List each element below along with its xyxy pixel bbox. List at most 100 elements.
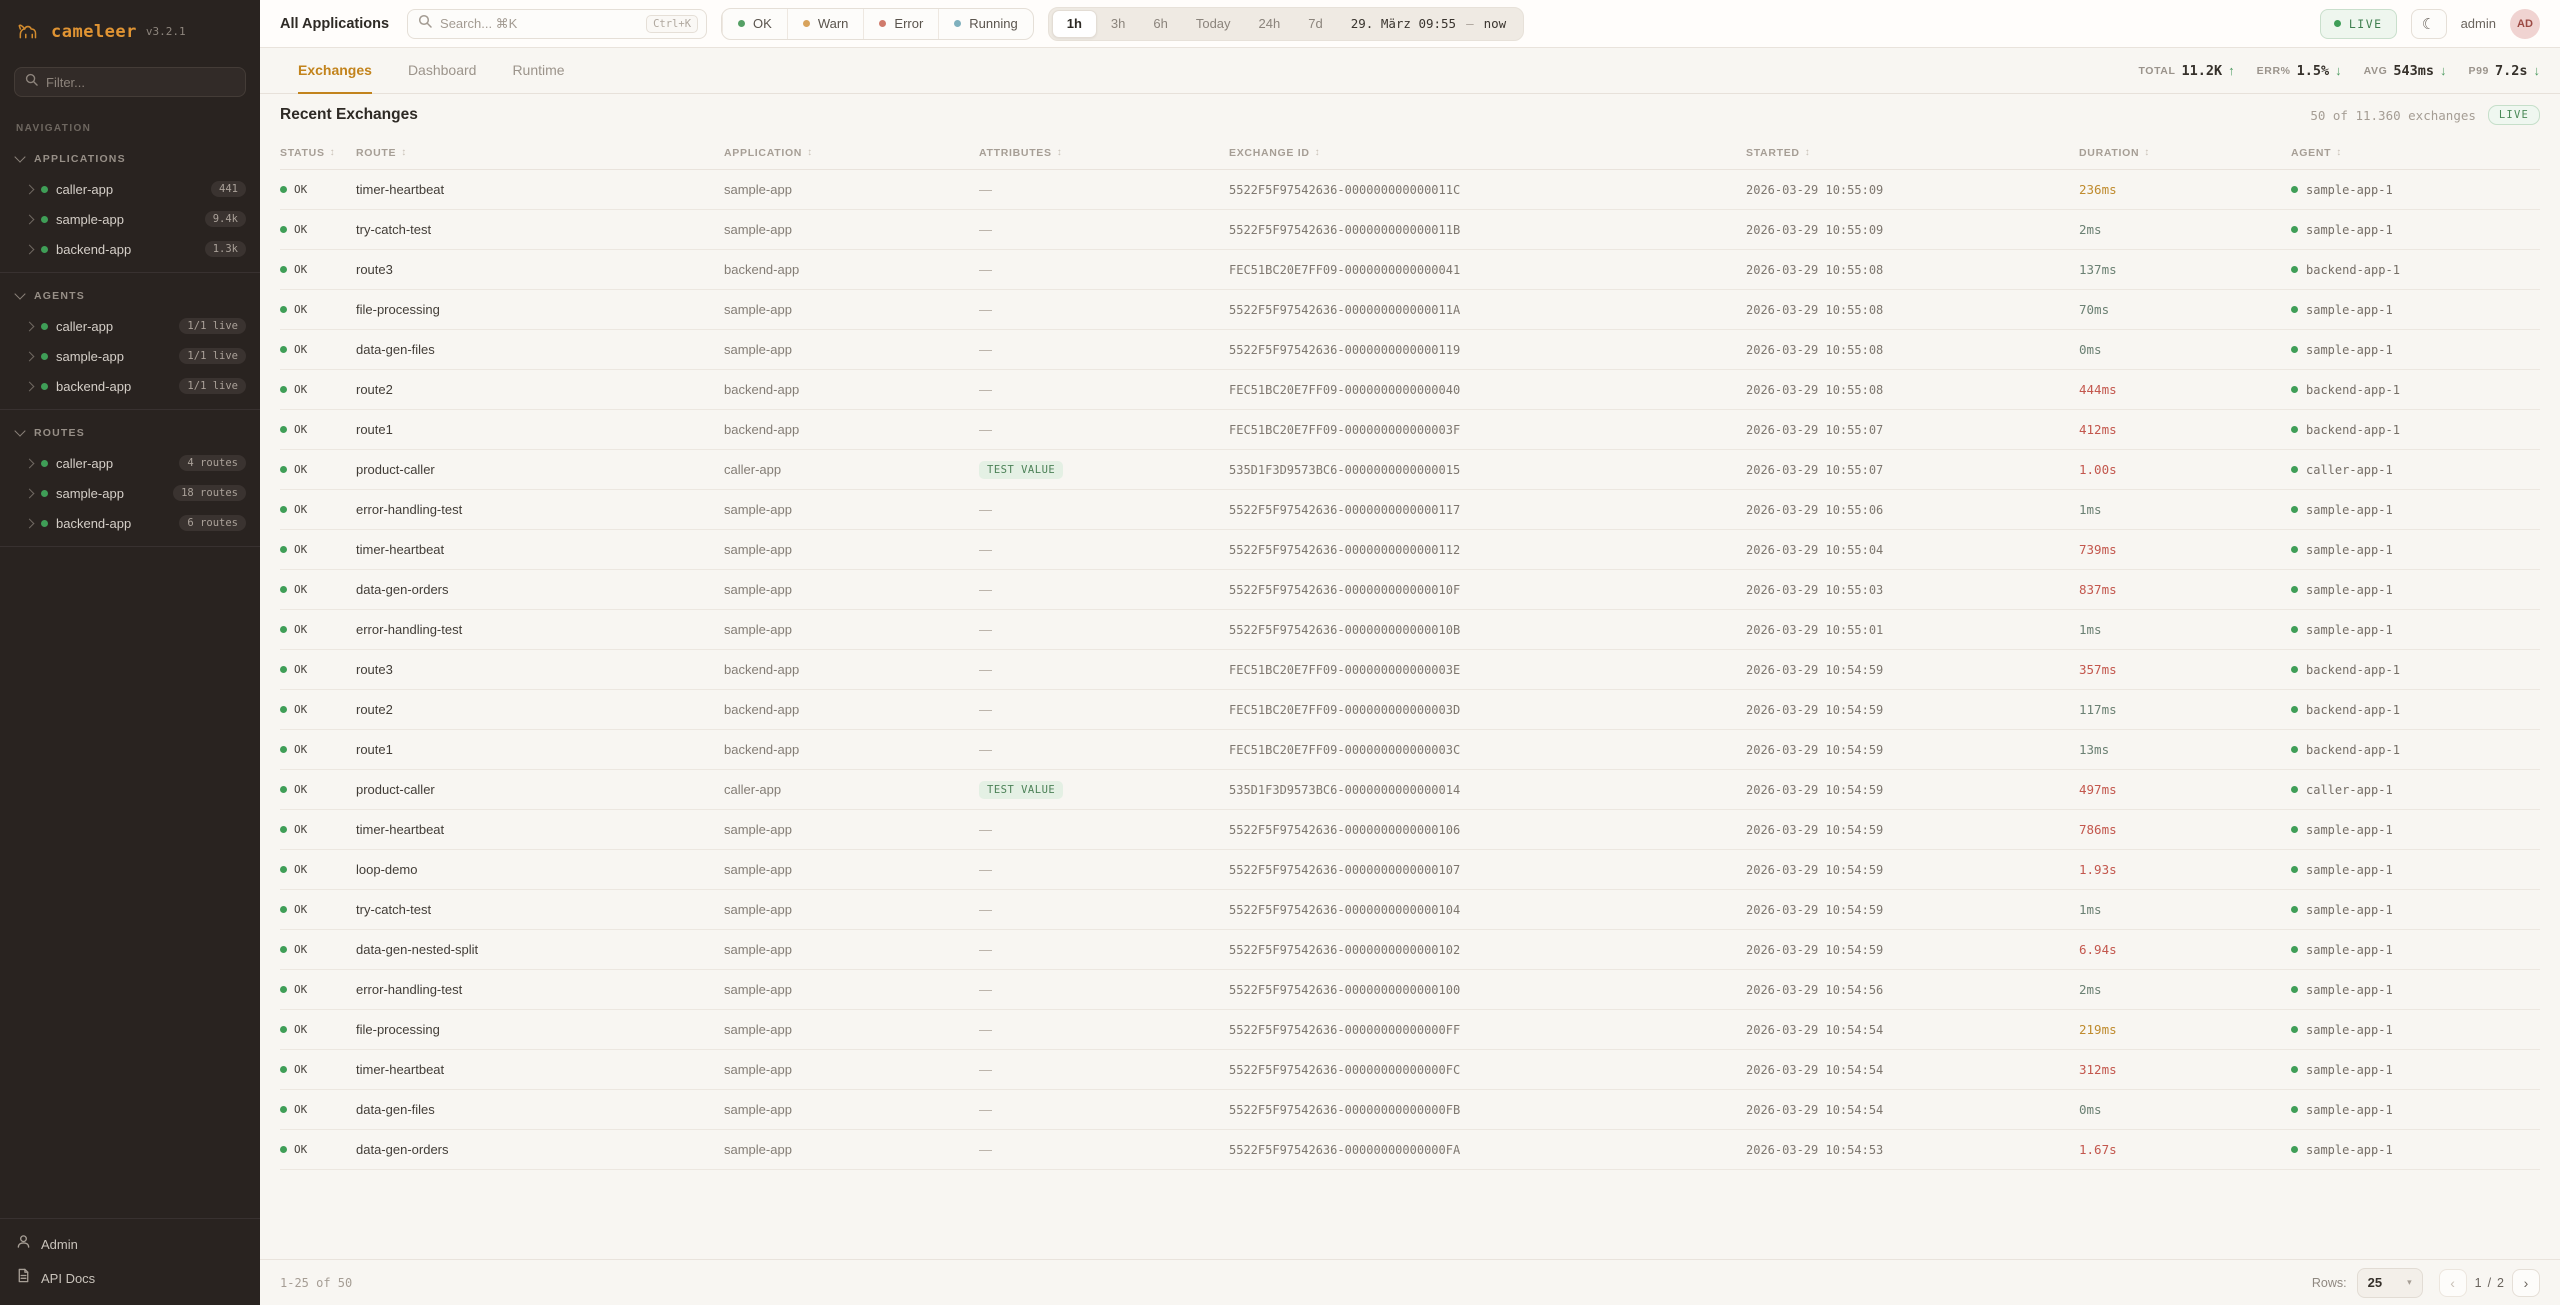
range-button[interactable]: 24h (1258, 16, 1281, 31)
status-filter-button[interactable]: Running (938, 8, 1032, 39)
prev-page-button[interactable]: ‹ (2438, 1268, 2467, 1297)
section-routes: ROUTES caller-app 4 routes sample-app (0, 414, 260, 547)
table-row[interactable]: OK route2 backend-app — FEC51BC20E7FF09-… (280, 690, 2540, 730)
next-page-button[interactable]: › (2512, 1268, 2540, 1297)
column-header[interactable]: AGENT ↕ (2291, 147, 2540, 159)
sidebar-filter[interactable] (14, 67, 246, 97)
range-button[interactable]: 1h (1051, 9, 1097, 38)
table-row[interactable]: OK data-gen-files sample-app — 5522F5F97… (280, 1090, 2540, 1130)
column-header[interactable]: DURATION ↕ (2079, 147, 2291, 159)
app-version: v3.2.1 (145, 25, 186, 38)
tab[interactable]: Exchanges (298, 48, 372, 94)
range-button[interactable]: 3h (1110, 16, 1126, 31)
status-text: OK (294, 343, 308, 356)
table-row[interactable]: OK timer-heartbeat sample-app — 5522F5F9… (280, 530, 2540, 570)
live-badge: 1/1 live (179, 378, 246, 394)
sort-icon: ↕ (2144, 147, 2150, 158)
table-row[interactable]: OK timer-heartbeat sample-app — 5522F5F9… (280, 170, 2540, 210)
status-filter-label: OK (753, 16, 772, 31)
time-range-display[interactable]: 29. März 09:55 — now (1337, 16, 1520, 31)
scope-selector[interactable]: All Applications (280, 15, 390, 32)
table-row[interactable]: OK timer-heartbeat sample-app — 5522F5F9… (280, 810, 2540, 850)
theme-toggle-button[interactable]: ☾ (2410, 8, 2447, 39)
attributes-cell: — (979, 1062, 1229, 1077)
sidebar-item-route[interactable]: caller-app 4 routes (0, 448, 260, 478)
range-button[interactable]: 6h (1153, 16, 1168, 31)
table-row[interactable]: OK try-catch-test sample-app — 5522F5F97… (280, 210, 2540, 250)
topbar: All Applications Ctrl+K OK (260, 0, 2560, 48)
table-row[interactable]: OK data-gen-orders sample-app — 5522F5F9… (280, 1130, 2540, 1170)
sidebar-item-route[interactable]: sample-app 18 routes (0, 478, 260, 508)
table-row[interactable]: OK route3 backend-app — FEC51BC20E7FF09-… (280, 650, 2540, 690)
section-header-applications[interactable]: APPLICATIONS (0, 144, 260, 174)
global-search[interactable]: Ctrl+K (407, 8, 708, 39)
attributes-cell: — (979, 1142, 1229, 1157)
route-cell: file-processing (356, 1022, 440, 1037)
agent-cell: caller-app-1 (2291, 783, 2540, 797)
route-cell: timer-heartbeat (356, 822, 445, 837)
table-row[interactable]: OK file-processing sample-app — 5522F5F9… (280, 1010, 2540, 1050)
rows-per-page-select[interactable]: 25 ▾ (2356, 1267, 2423, 1298)
chevron-right-icon (24, 381, 35, 391)
table-row[interactable]: OK product-caller caller-app TEST VALUE … (280, 770, 2540, 810)
table-row[interactable]: OK data-gen-orders sample-app — 5522F5F9… (280, 570, 2540, 610)
table-row[interactable]: OK file-processing sample-app — 5522F5F9… (280, 290, 2540, 330)
status-filter-button[interactable]: Warn (786, 8, 864, 39)
sidebar-item-admin[interactable]: Admin (0, 1227, 260, 1261)
tab-bar: Exchanges Dashboard Runtime TOTAL 11.2K … (260, 48, 2560, 94)
sidebar-item-agent[interactable]: backend-app 1/1 live (0, 371, 260, 401)
sidebar-item-agent[interactable]: caller-app 1/1 live (0, 311, 260, 341)
column-header[interactable]: ROUTE ↕ (356, 147, 724, 159)
section-header-routes[interactable]: ROUTES (0, 418, 260, 448)
table-row[interactable]: OK error-handling-test sample-app — 5522… (280, 970, 2540, 1010)
sidebar-item-agent[interactable]: sample-app 1/1 live (0, 341, 260, 371)
column-header[interactable]: APPLICATION ↕ (724, 147, 979, 159)
agent-cell: sample-app-1 (2291, 983, 2540, 997)
sidebar-item-application[interactable]: sample-app 9.4k (0, 204, 260, 234)
filter-input[interactable] (46, 74, 235, 90)
table-row[interactable]: OK route3 backend-app — FEC51BC20E7FF09-… (280, 250, 2540, 290)
table-row[interactable]: OK route1 backend-app — FEC51BC20E7FF09-… (280, 410, 2540, 450)
column-header[interactable]: ATTRIBUTES ↕ (979, 147, 1229, 159)
status-dot (41, 459, 48, 467)
live-toggle-button[interactable]: LIVE (2319, 8, 2397, 39)
agent-name: sample-app-1 (2306, 222, 2393, 237)
column-header[interactable]: STATUS ↕ (280, 147, 356, 159)
table-row[interactable]: OK loop-demo sample-app — 5522F5F9754263… (280, 850, 2540, 890)
sidebar-item-application[interactable]: backend-app 1.3k (0, 234, 260, 264)
exchange-id-cell: 5522F5F97542636-00000000000000FA (1229, 1142, 1461, 1157)
table-row[interactable]: OK error-handling-test sample-app — 5522… (280, 490, 2540, 530)
status-text: OK (294, 1143, 308, 1156)
sidebar-item-route[interactable]: backend-app 6 routes (0, 508, 260, 538)
attributes-empty: — (979, 942, 992, 957)
status-text: OK (294, 463, 308, 476)
table-row[interactable]: OK timer-heartbeat sample-app — 5522F5F9… (280, 1050, 2540, 1090)
status-text: OK (294, 823, 308, 836)
table-row[interactable]: OK route1 backend-app — FEC51BC20E7FF09-… (280, 730, 2540, 770)
column-header[interactable]: EXCHANGE ID ↕ (1229, 147, 1746, 159)
sidebar-item-application[interactable]: caller-app 441 (0, 174, 260, 204)
tab[interactable]: Runtime (512, 62, 565, 78)
tab[interactable]: Dashboard (407, 62, 477, 78)
attributes-cell: — (979, 902, 1229, 917)
column-header[interactable]: STARTED ↕ (1746, 147, 2079, 159)
agent-status-dot (2291, 866, 2298, 873)
table-row[interactable]: OK route2 backend-app — FEC51BC20E7FF09-… (280, 370, 2540, 410)
section-header-agents[interactable]: AGENTS (0, 281, 260, 311)
table-row[interactable]: OK error-handling-test sample-app — 5522… (280, 610, 2540, 650)
table-row[interactable]: OK data-gen-nested-split sample-app — 55… (280, 930, 2540, 970)
avatar[interactable]: AD (2510, 8, 2540, 39)
status-cell: OK (280, 623, 356, 636)
search-input[interactable] (440, 16, 639, 31)
table-row[interactable]: OK data-gen-files sample-app — 5522F5F97… (280, 330, 2540, 370)
status-filter-button[interactable]: OK (722, 8, 787, 39)
status-filter-button[interactable]: Error (863, 8, 938, 39)
table-row[interactable]: OK product-caller caller-app TEST VALUE … (280, 450, 2540, 490)
range-button[interactable]: 7d (1308, 16, 1323, 31)
table-row[interactable]: OK try-catch-test sample-app — 5522F5F97… (280, 890, 2540, 930)
sidebar-item-api-docs[interactable]: API Docs (0, 1261, 260, 1295)
ok-status-dot (280, 506, 287, 513)
started-cell: 2026-03-29 10:54:59 (1746, 862, 1884, 877)
range-button[interactable]: Today (1195, 16, 1231, 31)
agent-cell: backend-app-1 (2291, 383, 2540, 397)
